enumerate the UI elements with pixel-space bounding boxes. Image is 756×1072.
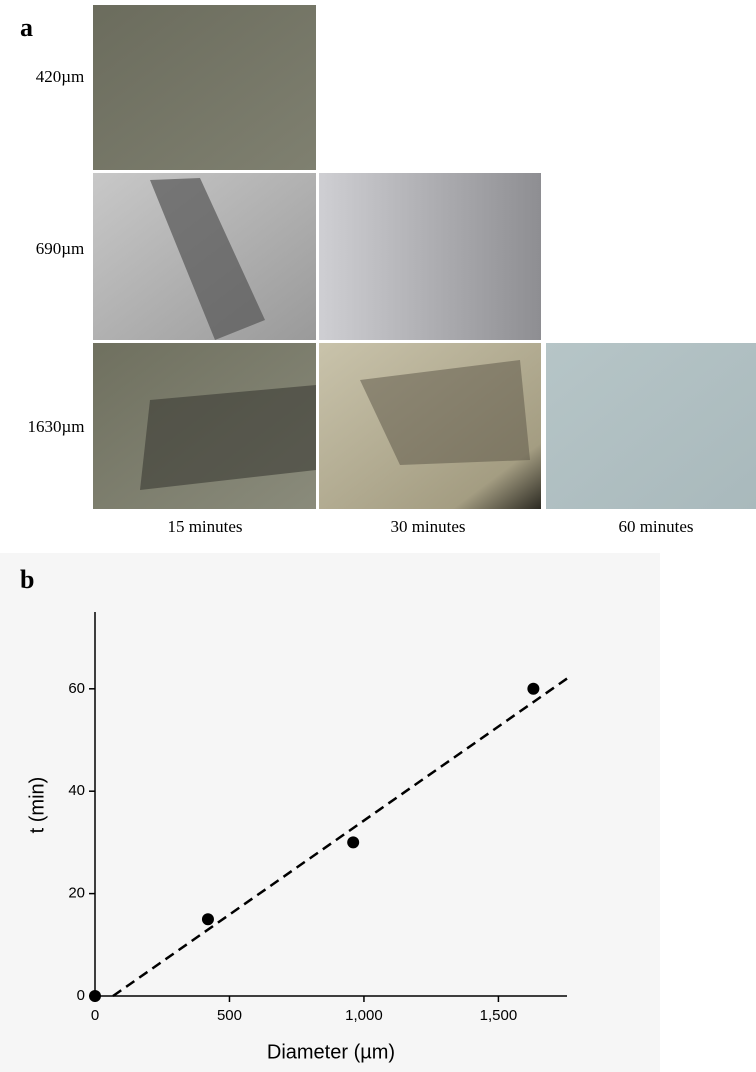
row-label: 1630µm [27,417,84,436]
chart-background [0,553,660,1072]
micrograph [319,173,541,340]
micrograph [93,5,316,170]
data-point [347,836,360,849]
panel-label: a [20,13,33,42]
y-tick-label: 40 [68,782,85,799]
column-label: 15 minutes [167,517,242,536]
micrograph-feature [140,385,316,490]
y-tick-label: 0 [77,987,85,1004]
micrograph [546,343,756,509]
column-label: 30 minutes [390,517,465,536]
y-tick-label: 60 [68,680,85,697]
panel-b: b Diameter (µm) t (min) 0 20 40 60 0 500 1,000… [20,565,568,1063]
y-tick-label: 20 [68,885,85,902]
data-point [89,990,101,1002]
y-axis-label: t (min) [26,777,48,834]
panel-a: a 420µm 690µm 1630µm 15 minutes 30 minut… [20,5,756,536]
micrograph-feature [150,178,265,340]
row-label: 690µm [36,239,85,258]
x-tick-label: 500 [217,1007,242,1024]
data-point [201,913,214,926]
micrograph-feature [360,360,530,465]
data-point [527,682,540,695]
x-tick-label: 1,500 [480,1007,518,1024]
x-axis-label: Diameter (µm) [267,1041,395,1063]
column-label: 60 minutes [618,517,693,536]
x-tick-label: 1,000 [345,1007,383,1024]
panel-label: b [20,565,34,594]
x-tick-label: 0 [91,1007,99,1024]
row-label: 420µm [36,67,85,86]
trend-line [112,677,568,998]
